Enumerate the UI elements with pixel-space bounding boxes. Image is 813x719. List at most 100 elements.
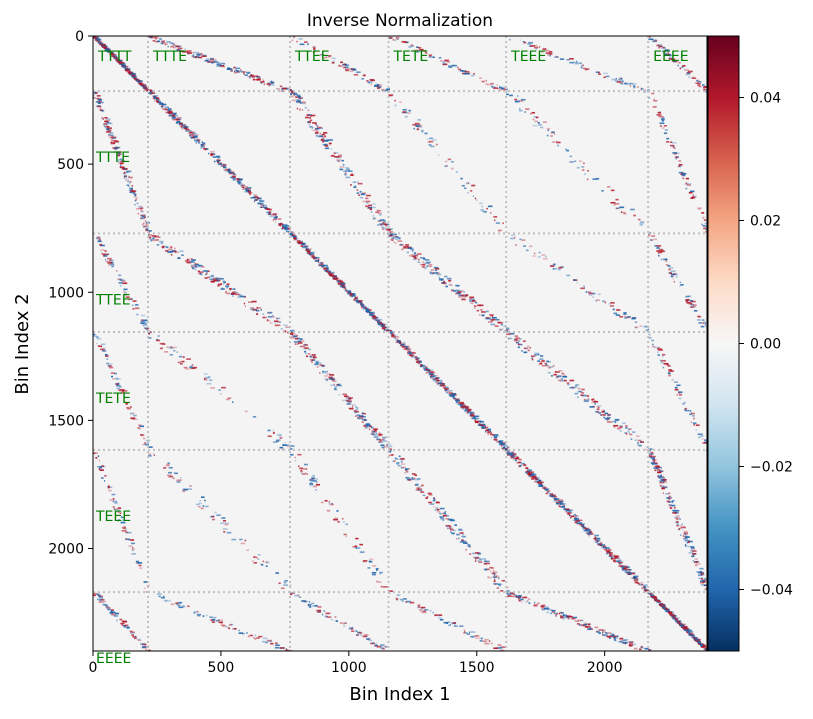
heatmap-cell — [646, 589, 650, 592]
heatmap-cell — [148, 446, 153, 448]
heatmap-cell — [509, 94, 513, 97]
heatmap-cell — [611, 78, 616, 81]
heatmap-cell — [193, 136, 196, 139]
heatmap-cell — [444, 165, 448, 168]
heatmap-cell — [657, 45, 662, 48]
heatmap-cell — [294, 594, 299, 597]
heatmap-cell — [348, 407, 354, 410]
heatmap-cell — [466, 412, 469, 414]
heatmap-cell — [143, 581, 148, 583]
heatmap-cell — [350, 174, 355, 176]
heatmap-cell — [271, 213, 274, 216]
heatmap-cell — [455, 292, 461, 294]
heatmap-cell — [558, 505, 561, 508]
heatmap-cell — [553, 133, 556, 135]
heatmap-cell — [166, 246, 169, 249]
heatmap-cell — [211, 620, 215, 623]
heatmap-cell — [293, 93, 298, 96]
heatmap-cell — [661, 475, 664, 478]
heatmap-cell — [112, 500, 118, 503]
heatmap-cell — [272, 429, 275, 432]
heatmap-cell — [224, 522, 229, 525]
heatmap-cell — [553, 373, 557, 376]
heatmap-cell — [305, 472, 307, 475]
heatmap-cell — [344, 173, 347, 176]
heatmap-cell — [405, 41, 409, 44]
heatmap-cell — [156, 244, 160, 246]
heatmap-cell — [537, 353, 540, 356]
heatmap-cell — [622, 566, 626, 568]
heatmap-cell — [336, 280, 340, 283]
heatmap-cell — [257, 77, 261, 80]
heatmap-cell — [503, 325, 507, 327]
heatmap-cell — [204, 149, 207, 152]
heatmap-cell — [235, 291, 238, 294]
heatmap-cell — [420, 606, 426, 609]
heatmap-cell — [128, 176, 133, 179]
heatmap-cell — [406, 471, 409, 473]
heatmap-cell — [373, 316, 376, 319]
heatmap-cell — [240, 69, 242, 71]
heatmap-cell — [144, 224, 149, 227]
heatmap-cell — [457, 291, 462, 293]
heatmap-cell — [192, 55, 194, 58]
heatmap-cell — [264, 561, 269, 563]
heatmap-cell — [244, 184, 246, 187]
heatmap-cell — [669, 507, 673, 509]
heatmap-cell — [117, 151, 123, 153]
heatmap-cell — [540, 604, 542, 607]
heatmap-cell — [144, 442, 146, 444]
heatmap-cell — [305, 352, 308, 355]
heatmap-cell — [105, 119, 110, 122]
heatmap-cell — [569, 58, 574, 60]
heatmap-cell — [613, 204, 616, 206]
heatmap-cell — [475, 420, 479, 423]
heatmap-cell — [256, 313, 259, 315]
heatmap-cell — [173, 113, 177, 115]
heatmap-cell — [429, 503, 435, 505]
heatmap-cell — [702, 579, 706, 582]
heatmap-cell — [449, 527, 452, 529]
heatmap-cell — [388, 94, 394, 96]
heatmap-cell — [621, 565, 624, 568]
heatmap-cell — [121, 160, 126, 163]
heatmap-cell — [152, 39, 156, 42]
heatmap-cell — [279, 435, 281, 438]
heatmap-cell — [566, 512, 570, 514]
heatmap-cell — [235, 67, 241, 70]
heatmap-cell — [274, 324, 278, 327]
heatmap-cell — [116, 60, 121, 62]
heatmap-cell — [493, 580, 496, 583]
heatmap-cell — [647, 592, 650, 594]
heatmap-cell — [589, 406, 594, 408]
heatmap-cell — [361, 77, 365, 80]
heatmap-cell — [426, 265, 429, 267]
heatmap-cell — [268, 84, 270, 87]
heatmap-cell — [506, 88, 508, 91]
heatmap-cell — [676, 524, 679, 527]
heatmap-cell — [416, 46, 419, 48]
heatmap-cell — [231, 172, 235, 174]
heatmap-cell — [259, 200, 265, 202]
heatmap-cell — [609, 305, 614, 307]
heatmap-cell — [455, 398, 460, 400]
heatmap-cell — [547, 608, 553, 611]
heatmap-cell — [187, 488, 193, 490]
heatmap-cell — [624, 213, 627, 215]
heatmap-cell — [400, 458, 405, 460]
heatmap-cell — [630, 641, 634, 643]
heatmap-cell — [499, 443, 505, 446]
heatmap-cell — [205, 376, 210, 379]
heatmap-cell — [104, 117, 108, 119]
heatmap-cell — [644, 588, 648, 591]
heatmap-cell — [669, 267, 674, 269]
heatmap-cell — [320, 139, 325, 141]
heatmap-cell — [625, 568, 629, 571]
heatmap-cell — [266, 639, 272, 642]
heatmap-cell — [205, 273, 207, 276]
heatmap-cell — [701, 319, 705, 321]
heatmap-cell — [625, 427, 628, 429]
heatmap-cell — [698, 571, 702, 573]
heatmap-cell — [695, 640, 701, 642]
heatmap-cell — [693, 424, 695, 426]
